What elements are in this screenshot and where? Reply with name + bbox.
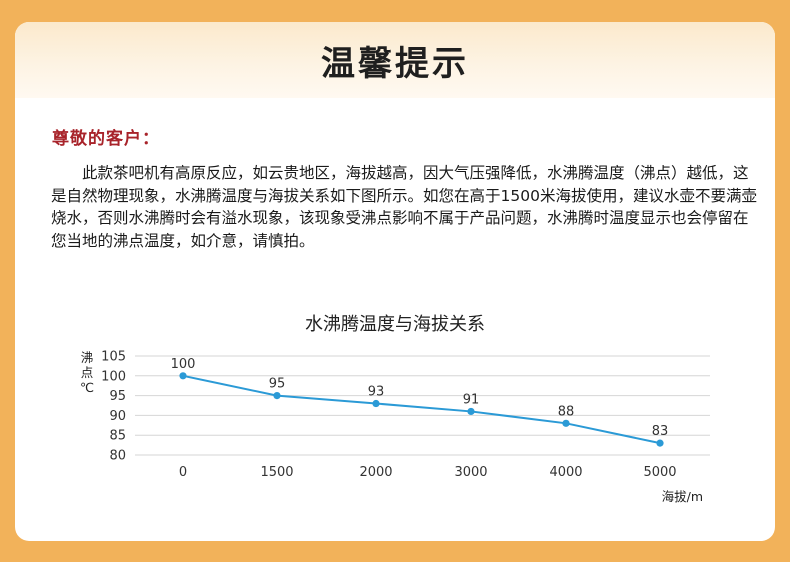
- greeting: 尊敬的客户：: [52, 129, 160, 149]
- data-point: [273, 392, 281, 400]
- data-label: 100: [171, 357, 196, 372]
- notice-body-text: 此款茶吧机有高原反应，如云贵地区，海拔越高，因大气压强降低，水沸腾温度（沸点）越…: [51, 164, 757, 250]
- data-label: 91: [463, 392, 480, 407]
- y-tick-label: 105: [101, 350, 126, 365]
- data-point: [372, 399, 380, 408]
- y-axis-label: 沸点℃: [80, 350, 94, 395]
- data-label: 95: [269, 377, 286, 392]
- chart-title: 水沸腾温度与海拔关系: [305, 314, 485, 335]
- data-label: 83: [652, 424, 669, 439]
- x-tick-label: 5000: [643, 465, 676, 480]
- x-tick-label: 2000: [359, 465, 392, 480]
- data-point: [656, 439, 664, 447]
- y-tick-label: 100: [101, 369, 126, 384]
- x-tick-label: 4000: [549, 465, 582, 480]
- data-point: [467, 407, 475, 416]
- page-title: 温馨提示: [321, 44, 469, 84]
- data-label: 88: [558, 404, 575, 419]
- y-tick-label: 85: [109, 429, 126, 444]
- x-tick-label: 0: [179, 465, 187, 480]
- y-tick-label: 95: [109, 389, 126, 404]
- x-axis-label: 海拔/m: [662, 489, 703, 504]
- y-tick-label: 90: [109, 409, 126, 424]
- data-point: [562, 419, 570, 427]
- x-tick-label: 3000: [454, 465, 487, 480]
- data-point: [179, 372, 187, 380]
- series-line: [182, 374, 661, 445]
- x-tick-label: 1500: [260, 465, 293, 480]
- notice-card: 温馨提示 尊敬的客户： 此款茶吧机有高原反应，如云贵地区，海拔越高，因大气压强降…: [15, 22, 775, 541]
- y-tick-label: 80: [109, 449, 126, 464]
- data-label: 93: [368, 385, 385, 400]
- header-banner: 温馨提示: [15, 22, 775, 98]
- altitude-boiling-chart: 105 100 95 90 85 80 0 1500 2000 3000 4000 5000 沸点℃…: [80, 350, 710, 504]
